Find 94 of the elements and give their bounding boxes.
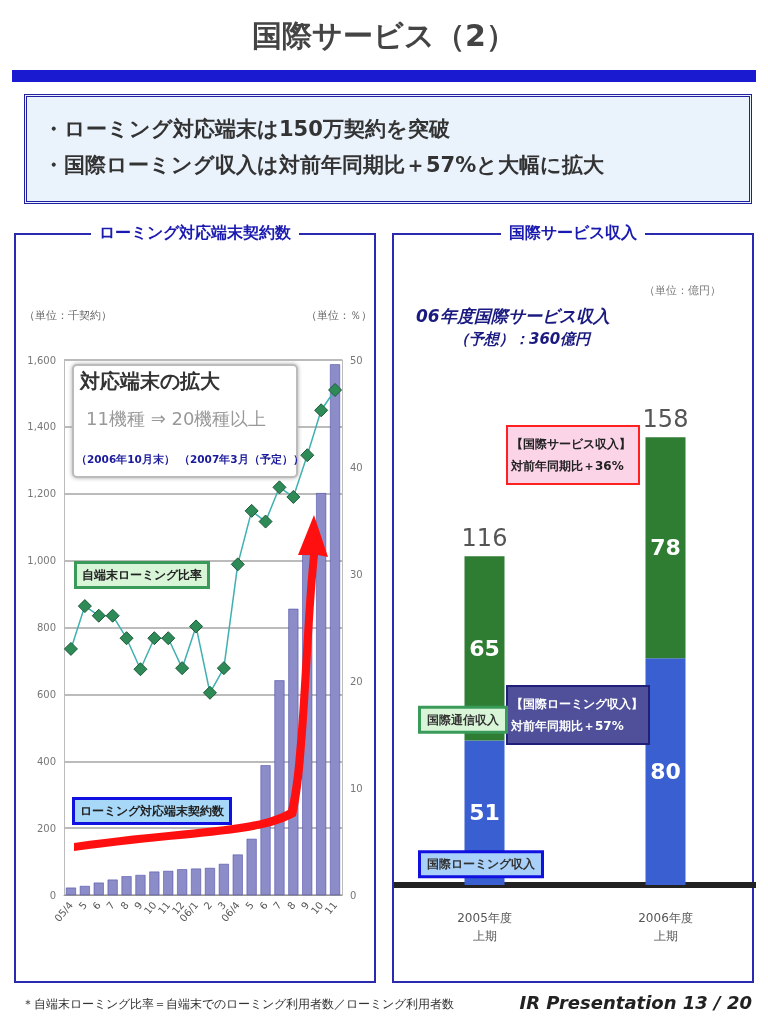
bar: [274, 680, 285, 895]
y2-tick-label: 0: [350, 889, 357, 901]
y-tick-label: 800: [36, 622, 56, 633]
text: ローミング対応端末契約数: [80, 804, 225, 818]
text: ・ローミング対応端末は150万契約を突破: [43, 116, 451, 143]
bar: [316, 493, 327, 895]
annotation: 【国際ローミング収入】対前年同期比＋57%: [510, 697, 643, 733]
y-tick-label: 1,000: [27, 555, 56, 567]
bar: [163, 870, 174, 895]
bar: [79, 885, 90, 895]
point: [244, 503, 259, 518]
annotation: 11機種 ⇒ 20機種以上: [86, 407, 267, 429]
bar: [177, 869, 188, 895]
chart-title: 国際サービス収入: [501, 223, 645, 242]
bar: [246, 838, 257, 895]
bar: [645, 658, 686, 885]
y2-tick-label: 10: [350, 782, 363, 794]
bar: [330, 364, 341, 895]
point: [314, 403, 329, 418]
data-label: 78: [650, 535, 681, 561]
annotation: 【国際サービス収入】対前年同期比＋36%: [510, 437, 631, 473]
point: [147, 631, 162, 646]
chart-title: ローミング対応端末契約数: [91, 223, 299, 242]
text: 06年度国際サービス収入: [416, 305, 610, 326]
bar: [65, 887, 76, 895]
text: IR Presentation 13 / 20: [519, 992, 752, 1013]
y-tick-label: 1,400: [27, 421, 56, 433]
series-label: 自端末ローミング比率: [82, 568, 202, 582]
point: [328, 382, 343, 397]
point: [91, 608, 106, 623]
bar: [232, 854, 243, 895]
data-label: 51: [469, 800, 500, 826]
y2-tick-label: 50: [350, 354, 363, 366]
bar: [218, 863, 229, 895]
bar: [107, 879, 118, 895]
y2-tick-label: 30: [350, 568, 363, 580]
y-tick-label: 1,600: [27, 354, 56, 366]
series-label: 国際通信収入: [427, 712, 500, 727]
total-label: 158: [642, 405, 689, 434]
y2-axis-title: （単位：％）: [306, 308, 372, 321]
bar: [204, 867, 215, 895]
point: [77, 599, 92, 614]
data-label: 65: [469, 635, 500, 661]
y-axis-title: （単位：千契約）: [24, 308, 112, 321]
bar: [191, 868, 202, 895]
data-label: 80: [650, 759, 681, 785]
point: [272, 480, 287, 495]
annotation: （2006年10月末）: [76, 452, 175, 466]
y-tick-label: 200: [36, 822, 56, 834]
text: ・国際ローミング収入は対前年同期比＋57%と大幅に拡大: [43, 152, 606, 179]
x-tick-label: 2: [201, 899, 215, 912]
y-tick-label: 1,200: [27, 488, 56, 500]
text: ＊自端末ローミング比率＝自端末でのローミング利用者数／ローミング利用者数: [22, 996, 454, 1013]
y2-tick-label: 20: [350, 675, 363, 687]
point: [189, 619, 204, 634]
text: （予想）：360億円: [454, 329, 593, 348]
bar: [121, 876, 132, 895]
x-tick-label: 7: [271, 899, 284, 912]
x-tick-label: 5: [243, 899, 256, 912]
bar: [260, 765, 271, 895]
point: [63, 641, 78, 656]
x-tick-label: 6: [257, 899, 270, 912]
point: [161, 631, 176, 646]
bar: [645, 437, 686, 659]
bar: [135, 874, 146, 895]
y-tick-label: 400: [36, 755, 56, 767]
x-tick-label: 7: [104, 899, 117, 912]
point: [216, 661, 231, 676]
x-tick-label: 8: [285, 899, 298, 912]
series-label: 国際ローミング収入: [427, 857, 536, 872]
point: [300, 448, 315, 463]
x-tick-label: 2006年度上期: [638, 911, 693, 943]
x-tick-label: 2005年度上期: [457, 911, 512, 943]
x-tick-label: 5: [76, 899, 90, 912]
text: （単位：億円）: [644, 284, 721, 297]
text: 国際サービス（2）: [251, 17, 517, 55]
y-tick-label: 600: [36, 688, 56, 700]
point: [286, 489, 301, 504]
point: [230, 557, 245, 572]
bar: [149, 871, 160, 895]
point: [119, 631, 134, 646]
x-tick-label: 6: [90, 899, 103, 912]
point: [202, 685, 217, 700]
point: [105, 608, 120, 623]
point: [175, 661, 190, 676]
annotation: （2007年3月（予定））: [179, 452, 304, 466]
y-tick-label: 0: [49, 889, 56, 901]
point: [258, 514, 273, 529]
point: [133, 662, 148, 677]
bar: [93, 882, 104, 895]
annotation: 対応端末の拡大: [79, 369, 221, 393]
y2-tick-label: 40: [350, 461, 363, 473]
x-tick-label: 8: [118, 899, 131, 912]
total-label: 116: [461, 524, 508, 553]
